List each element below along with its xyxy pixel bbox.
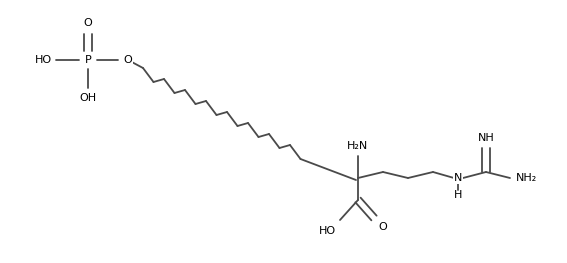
Text: OH: OH [79,93,96,103]
Text: H₂N: H₂N [348,141,369,151]
Text: HO: HO [35,55,52,65]
Text: HO: HO [319,226,336,236]
Text: O: O [83,18,92,28]
Text: H: H [454,190,462,200]
Text: O: O [123,55,132,65]
Text: NH₂: NH₂ [516,173,538,183]
Text: N: N [454,173,462,183]
Text: NH: NH [477,133,494,143]
Text: O: O [378,222,387,232]
Text: P: P [84,55,91,65]
